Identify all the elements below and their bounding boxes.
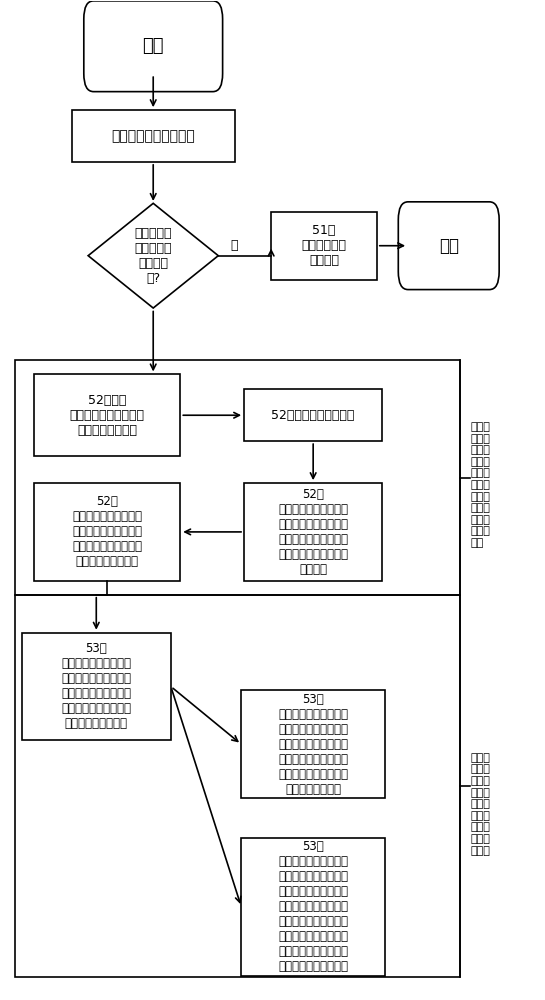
Text: 52、
建立新物理块的物理地
址与访问请求逻辑地址
之间的映射关系，并添
加到映射表的条目中: 52、 建立新物理块的物理地 址与访问请求逻辑地址 之间的映射关系，并添 加到映… — [72, 495, 142, 568]
Bar — [241, 838, 385, 976]
Bar — [244, 389, 382, 441]
Bar — [244, 483, 382, 581]
Bar — [72, 110, 234, 162]
Text: 52、分配一个新物理块: 52、分配一个新物理块 — [271, 409, 355, 422]
Text: 结束: 结束 — [439, 237, 459, 255]
Text: 51、
清空逻辑地址
统计缓存: 51、 清空逻辑地址 统计缓存 — [301, 224, 347, 267]
Text: 52、判定
访问请求的逻辑地址为
非对齐访问地址段: 52、判定 访问请求的逻辑地址为 非对齐访问地址段 — [70, 394, 144, 437]
Text: 52、
将非对齐访问地址段的
地址段起始逻辑地址对
应的物理地址之前的物
理块中的数据迁移到新
物理块中: 52、 将非对齐访问地址段的 地址段起始逻辑地址对 应的物理地址之前的物 理块中… — [278, 488, 348, 576]
Bar — [15, 360, 459, 595]
FancyBboxPatch shape — [84, 1, 222, 92]
Text: 对地址
段起始
逻辑地
址对应
的物理
地址之
前的物
理块中
的数据
的迁移
过程: 对地址 段起始 逻辑地 址对应 的物理 地址之 前的物 理块中 的数据 的迁移 … — [470, 422, 490, 548]
Text: 开始: 开始 — [142, 37, 164, 55]
Text: 对确定
的非对
齐访问
地址段
所对应
的物理
块中的
数据迁
移过程: 对确定 的非对 齐访问 地址段 所对应 的物理 块中的 数据迁 移过程 — [470, 753, 490, 856]
Bar — [34, 374, 180, 456]
Bar — [34, 483, 180, 581]
Polygon shape — [88, 203, 219, 308]
FancyBboxPatch shape — [398, 202, 499, 290]
Text: 访问请求的
逻辑地址是
否有偏移
量?: 访问请求的 逻辑地址是 否有偏移 量? — [135, 227, 172, 285]
Bar — [15, 595, 459, 977]
Text: 否: 否 — [230, 239, 238, 252]
Text: 53、
在地址段起始逻辑地址
所对应的物理地址中读
取一个物理块长度的数
据，写入非对齐访问地
址进行纠正对齐之后所
对应的物理地址中: 53、 在地址段起始逻辑地址 所对应的物理地址中读 取一个物理块长度的数 据，写… — [278, 693, 348, 796]
Text: 遍历逻辑地址统计缓存: 遍历逻辑地址统计缓存 — [111, 129, 195, 143]
Bar — [271, 212, 377, 280]
Text: 53、
根据地址段起始逻辑地
址、地址段偏移量和地
址段结束逻辑地址，更
新映射表，对非对齐访
问地址进行纠正对齐: 53、 根据地址段起始逻辑地 址、地址段偏移量和地 址段结束逻辑地址，更 新映射… — [61, 642, 131, 730]
Bar — [241, 690, 385, 798]
Bar — [22, 633, 171, 740]
Text: 53、
或者将地址段起始逻辑
地址增加一个物理块的
长度，从所得到的逻辑
地址所对应的物理地址
中读取一个物理块长度
的数据，写入非对齐访
问地址进行纠正对齐之: 53、 或者将地址段起始逻辑 地址增加一个物理块的 长度，从所得到的逻辑 地址所… — [278, 840, 348, 973]
